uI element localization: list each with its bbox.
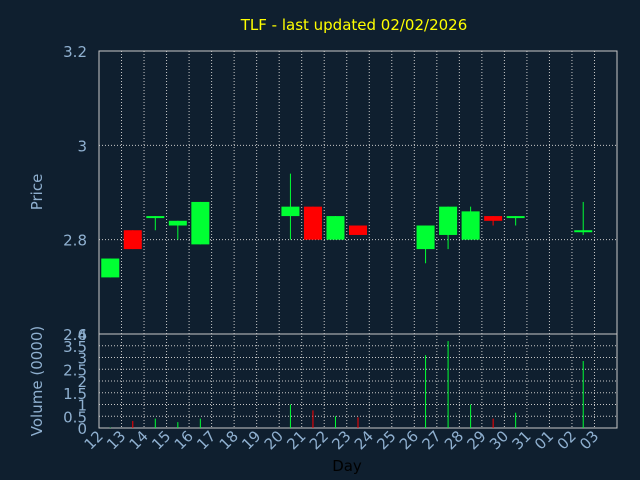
candle-16	[191, 201, 210, 245]
candle-20	[281, 173, 300, 240]
candle-14	[146, 216, 165, 231]
candle-body	[416, 225, 435, 250]
price-tick-label: 3.2	[63, 43, 87, 61]
candle-30	[506, 216, 525, 226]
candle-23	[348, 225, 368, 235]
candle-27	[439, 206, 458, 250]
candle-body	[123, 230, 142, 250]
volume-tick-label: 3	[77, 350, 87, 368]
volume-tick-label: 1.5	[63, 385, 87, 403]
price-frame	[98, 50, 618, 335]
volume-tick-label: 2	[77, 373, 87, 391]
price-panel: 2.6 2.8 3 3.2	[63, 43, 618, 428]
price-tick-label: 2.8	[63, 232, 87, 250]
volume-tick-label: 0	[77, 420, 87, 438]
candle-02	[574, 201, 593, 235]
candle-22	[326, 216, 345, 240]
candle-body	[484, 216, 503, 221]
candle-body	[439, 206, 458, 235]
volume-axis-label: Volume (0000)	[28, 326, 46, 436]
candle-29	[484, 216, 503, 226]
candle-body	[506, 216, 525, 219]
volume-tick-label: 4	[77, 326, 87, 344]
candle-body	[326, 216, 345, 240]
volume-tick-label: 1	[77, 397, 87, 415]
volume-tick-label: 2.5	[63, 361, 87, 379]
volume-panel: 00.511.522.533.5412131415161718192021222…	[63, 326, 618, 453]
volume-tick-label: 0.5	[63, 408, 87, 426]
candle-15	[168, 220, 187, 240]
candle-26	[416, 225, 435, 264]
price-tick-label: 2.6	[63, 326, 87, 344]
candle-body	[461, 211, 480, 240]
candle-body	[146, 216, 165, 219]
volume-tick-label: 3.5	[63, 338, 87, 356]
candle-body	[574, 230, 593, 233]
candle-body	[281, 206, 300, 217]
candle-28	[461, 206, 480, 240]
candle-body	[191, 201, 210, 245]
x-axis-label: Day	[332, 457, 362, 475]
price-tick-label: 3	[77, 137, 87, 155]
candle-21	[303, 206, 322, 240]
candle-12	[101, 258, 120, 278]
price-axis-label: Price	[28, 174, 46, 211]
chart-title: TLF - last updated 02/02/2026	[240, 16, 468, 34]
candle-13	[123, 230, 142, 250]
candle-body	[168, 220, 187, 226]
candle-body	[303, 206, 322, 240]
candle-body	[101, 258, 120, 278]
x-tick-label: 03	[576, 427, 602, 453]
candle-body	[348, 225, 368, 235]
